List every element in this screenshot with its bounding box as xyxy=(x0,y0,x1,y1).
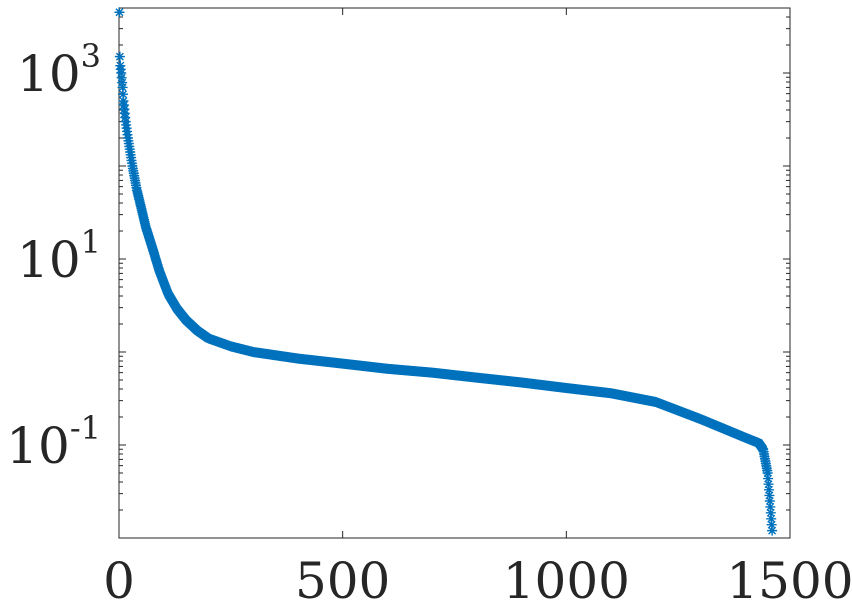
x-tick-label: 1000 xyxy=(503,552,630,605)
y-tick-labels: 10-1 101 103 xyxy=(6,37,101,475)
data-series xyxy=(114,7,778,536)
x-tick-labels: 0 500 1000 1500 xyxy=(103,552,852,605)
axes-box xyxy=(118,7,791,539)
x-tick-label: 500 xyxy=(295,552,390,605)
x-tick-label: 1500 xyxy=(726,552,852,605)
x-tick-label: 0 xyxy=(103,552,135,605)
y-tick-label: 103 xyxy=(17,37,101,103)
y-tick-label: 101 xyxy=(17,223,101,289)
y-tick-label: 10-1 xyxy=(6,409,101,475)
axis-ticks xyxy=(118,7,791,539)
plot-area-frame xyxy=(118,7,791,539)
series-markers xyxy=(114,7,778,536)
